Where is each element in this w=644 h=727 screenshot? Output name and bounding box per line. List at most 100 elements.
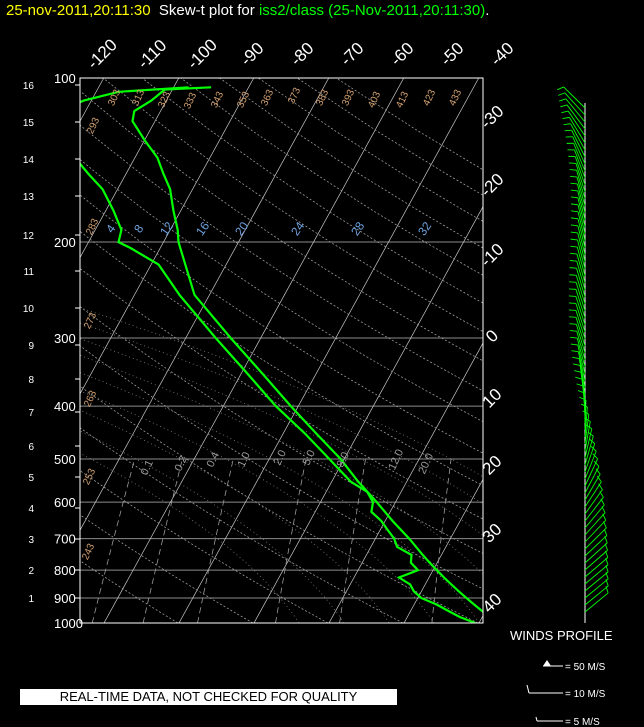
pressure-tick-label: 600 [54, 495, 76, 510]
height-tick-label: 1 [28, 594, 34, 605]
wind-barb-staff [584, 504, 605, 529]
wind-barb [569, 267, 586, 298]
wind-barb [584, 491, 604, 522]
height-tick-label: 5 [28, 473, 34, 484]
temperature-tick-label: -30 [477, 102, 508, 133]
isotherm-line [554, 78, 644, 623]
wind-barb-flag [573, 363, 581, 366]
pressure-tick-label: 100 [54, 71, 76, 86]
wind-barb-staff [584, 400, 587, 431]
pressure-tick-label: 1000 [54, 616, 83, 631]
wind-barb-staff [584, 542, 608, 564]
height-tick-label: 13 [23, 192, 35, 203]
temperature-tick-label: -60 [387, 39, 418, 70]
wind-barb [568, 162, 586, 193]
wind-barb [570, 224, 586, 256]
mixing-ratio-line [339, 458, 366, 623]
wind-barb-flag [585, 424, 593, 430]
mixing-ratio-label: 0.1 [139, 458, 156, 477]
pressure-tick-label: 700 [54, 532, 76, 547]
wind-barb-staff [584, 571, 609, 592]
height-tick-label: 15 [23, 118, 35, 129]
wind-barb-flag [604, 536, 608, 544]
wind-barb-staff [584, 520, 607, 543]
isotherm-line [80, 78, 180, 259]
wind-barb-flag [571, 210, 579, 213]
wind-barb-flag [602, 513, 607, 521]
wind-barb-flag [603, 528, 608, 536]
wind-barb-flag [569, 330, 577, 332]
dry-adiabat-line [80, 345, 483, 590]
wind-barb-flag [600, 498, 605, 506]
wind-barb-flag [596, 475, 602, 483]
wind-barb-flag [570, 238, 578, 241]
height-tick-label: 4 [28, 504, 34, 515]
wind-barb-staff [575, 275, 586, 305]
wind-barb [568, 309, 586, 340]
legend-barb-10-feather [526, 684, 530, 694]
wind-barb-flag [592, 453, 598, 460]
dry-adiabat-line [80, 560, 179, 623]
wind-barb-flag [564, 129, 572, 132]
wind-barb-flag [569, 169, 577, 171]
theta-e-label: 20 [232, 219, 251, 238]
mixing-ratio-line [275, 458, 307, 623]
wind-barb-staff [584, 512, 606, 536]
wind-barb-staff [578, 358, 586, 389]
temperature-trace [131, 86, 483, 614]
winds-legend-label: = 50 M/S [565, 662, 606, 673]
wind-barb [568, 302, 586, 333]
wind-barb-staff [584, 549, 608, 571]
pressure-tick-label: 200 [54, 235, 76, 250]
wind-barb [570, 343, 586, 375]
theta-label: 423 [421, 88, 438, 108]
dry-adiabat-line [80, 124, 483, 392]
wind-barb [567, 149, 586, 179]
theta-label: 393 [340, 88, 357, 108]
wind-barb-flag [570, 196, 578, 199]
wind-barb-staff [584, 489, 603, 515]
wind-barb-staff [567, 110, 586, 137]
wind-barb-staff [575, 317, 586, 347]
wind-barb [564, 129, 586, 158]
wind-barb [570, 231, 586, 263]
wind-barb-flag [577, 390, 585, 394]
dewpoint-trace [80, 86, 476, 623]
height-tick-label: 6 [28, 442, 34, 453]
wind-barb [570, 196, 586, 228]
temperature-tick-label: -90 [237, 39, 268, 70]
theta-e-label: 8 [131, 222, 146, 236]
wind-barb [570, 175, 586, 207]
wind-barb-staff [575, 324, 586, 354]
wind-barb [584, 565, 609, 592]
mixing-ratio-line [529, 459, 541, 623]
wind-barb-staff [584, 414, 590, 445]
title-datetime: (25-Nov-2011,20:11:30) [328, 2, 486, 19]
wind-barb-staff [584, 481, 602, 508]
wind-barb-flag [604, 543, 608, 551]
legend-barb-5-feather [535, 716, 538, 722]
wind-barb-flag [570, 189, 578, 192]
wind-barb [570, 336, 586, 368]
moist-adiabat-line [80, 430, 345, 623]
wind-barb-staff [576, 253, 586, 284]
height-tick-label: 12 [23, 231, 35, 242]
wind-barb-staff [563, 86, 586, 109]
height-tick-label: 11 [24, 267, 35, 278]
wind-barb-staff [577, 344, 586, 375]
wind-barb-flag [562, 116, 570, 120]
wind-barb-staff [584, 564, 609, 585]
wind-barb-flag [582, 410, 590, 415]
mixing-ratio-label: 0.4 [205, 450, 222, 469]
wind-barb [584, 468, 601, 501]
isotherm-line [80, 78, 105, 122]
wind-barb-staff [576, 170, 586, 200]
height-tick-label: 2 [28, 566, 34, 577]
isotherm-line [178, 78, 480, 623]
wind-barb-flag [570, 175, 578, 178]
moist-adiabat-line [80, 409, 390, 623]
wind-barb [584, 557, 609, 585]
wind-barb [570, 189, 586, 221]
mixing-ratio-line [197, 458, 234, 623]
wind-barb [570, 245, 586, 277]
